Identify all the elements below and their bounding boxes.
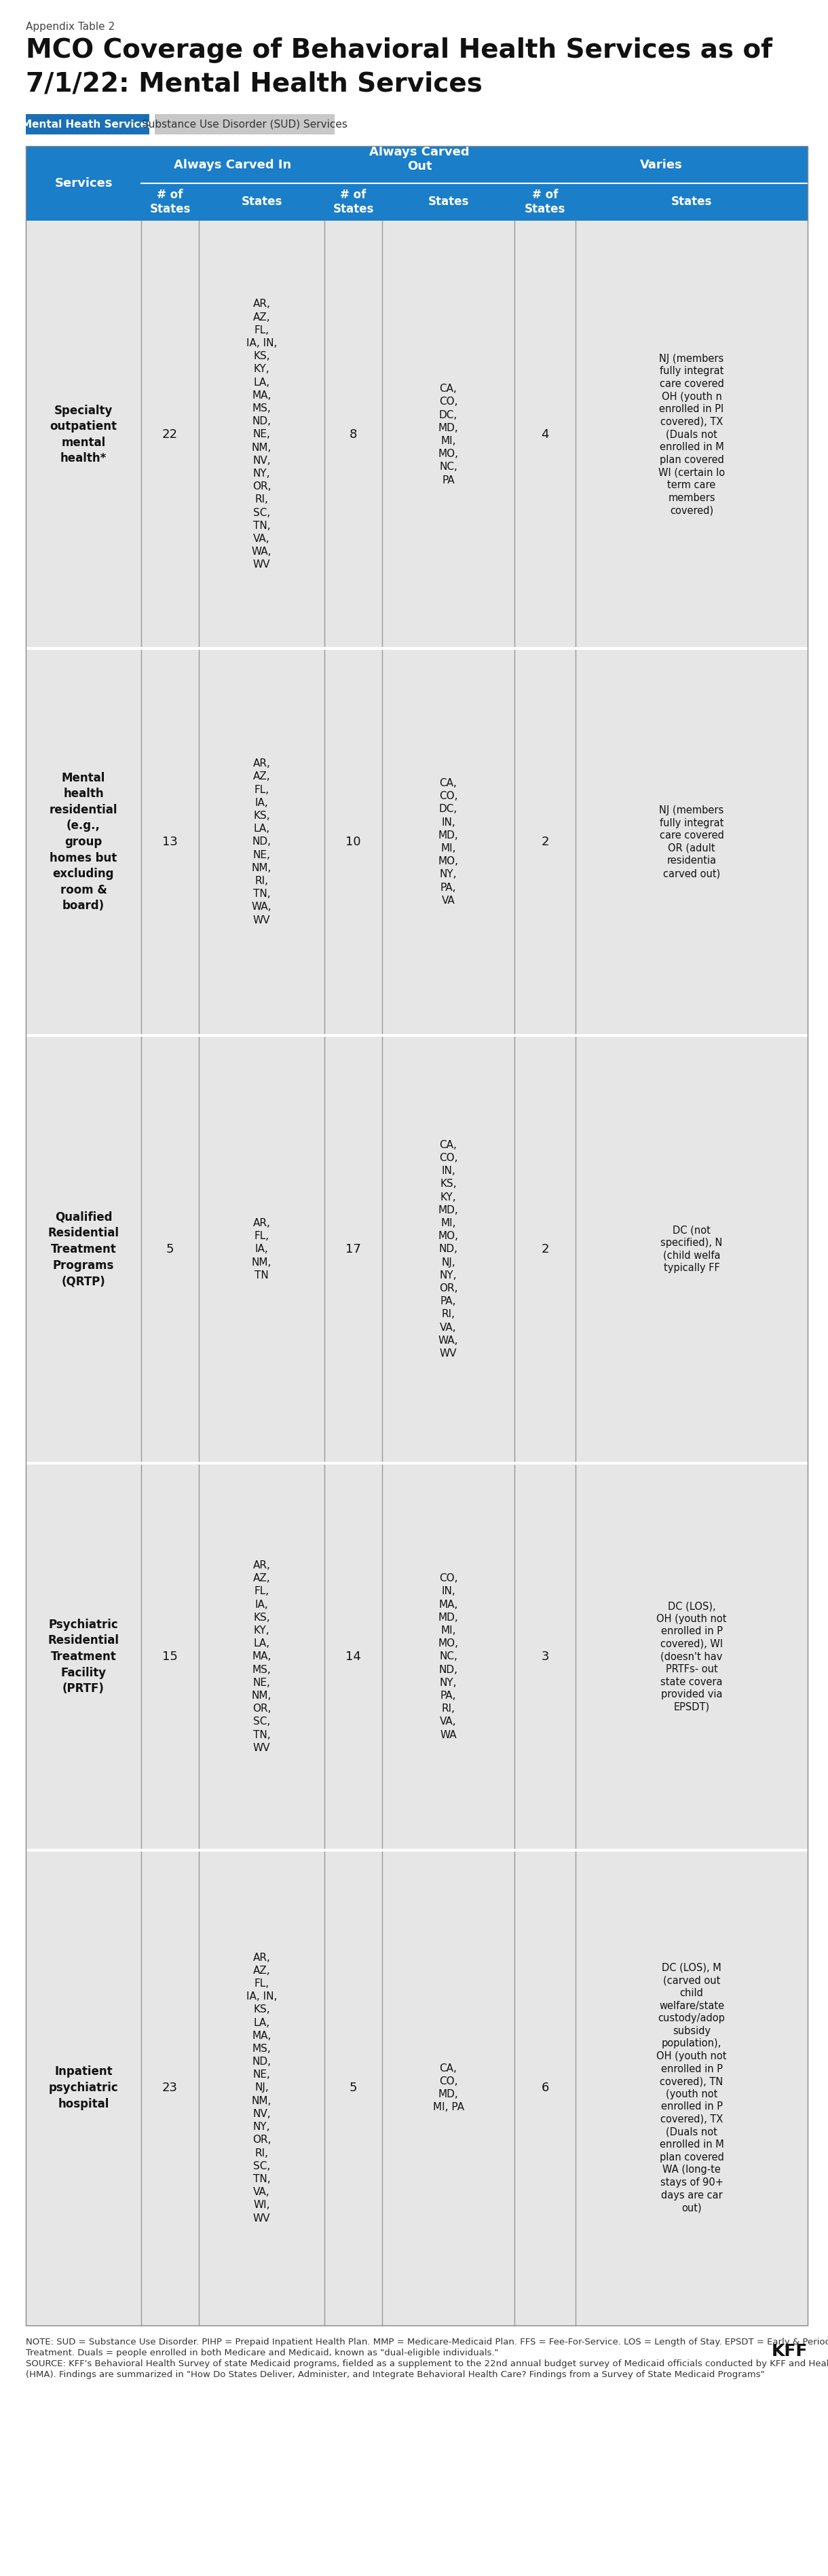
Text: Qualified
Residential
Treatment
Programs
(QRTP): Qualified Residential Treatment Programs…: [48, 1211, 119, 1288]
Text: Psychiatric
Residential
Treatment
Facility
(PRTF): Psychiatric Residential Treatment Facili…: [48, 1618, 119, 1695]
Text: 5: 5: [166, 1244, 174, 1255]
Text: # of
States: # of States: [524, 188, 566, 216]
Text: DC (LOS), M
(carved out
child
welfare/state
custody/adop
subsidy
population),
OH: DC (LOS), M (carved out child welfare/st…: [657, 1963, 727, 2213]
Text: DC (LOS),
OH (youth not
enrolled in P
covered), WI
(doesn't hav
PRTFs- out
state: DC (LOS), OH (youth not enrolled in P co…: [657, 1602, 727, 1713]
Bar: [26, 222, 807, 649]
Text: CA,
CO,
IN,
KS,
KY,
MD,
MI,
MO,
ND,
NJ,
NY,
OR,
PA,
RI,
VA,
WA,
WV: CA, CO, IN, KS, KY, MD, MI, MO, ND, NJ, …: [438, 1141, 459, 1358]
Text: States: States: [241, 196, 282, 209]
Text: CO,
IN,
MA,
MD,
MI,
MO,
NC,
ND,
NY,
PA,
RI,
VA,
WA: CO, IN, MA, MD, MI, MO, NC, ND, NY, PA, …: [438, 1574, 459, 1739]
Text: States: States: [428, 196, 469, 209]
Text: Services: Services: [55, 178, 113, 191]
Text: 13: 13: [162, 835, 178, 848]
Bar: [26, 147, 807, 2326]
Text: 23: 23: [162, 2081, 178, 2094]
Text: CA,
CO,
DC,
MD,
MI,
MO,
NC,
PA: CA, CO, DC, MD, MI, MO, NC, PA: [438, 384, 459, 484]
Text: AR,
AZ,
FL,
IA,
KS,
LA,
ND,
NE,
NM,
RI,
TN,
WA,
WV: AR, AZ, FL, IA, KS, LA, ND, NE, NM, RI, …: [252, 757, 272, 925]
Bar: [26, 147, 807, 222]
Text: NJ (members
fully integrat
care covered
OR (adult
residentia
carved out): NJ (members fully integrat care covered …: [659, 806, 724, 878]
Text: 10: 10: [345, 835, 361, 848]
Text: 6: 6: [542, 2081, 549, 2094]
Text: NOTE: SUD = Substance Use Disorder. PIHP = Prepaid Inpatient Health Plan. MMP = : NOTE: SUD = Substance Use Disorder. PIHP…: [26, 2336, 828, 2347]
Bar: [155, 113, 335, 134]
Text: AR,
AZ,
FL,
IA, IN,
KS,
KY,
LA,
MA,
MS,
ND,
NE,
NM,
NV,
NY,
OR,
RI,
SC,
TN,
VA,
: AR, AZ, FL, IA, IN, KS, KY, LA, MA, MS, …: [246, 299, 277, 569]
Text: AR,
AZ,
FL,
IA,
KS,
KY,
LA,
MA,
MS,
NE,
NM,
OR,
SC,
TN,
WV: AR, AZ, FL, IA, KS, KY, LA, MA, MS, NE, …: [252, 1561, 272, 1754]
Text: Appendix Table 2: Appendix Table 2: [26, 21, 115, 31]
Text: AR,
FL,
IA,
NM,
TN: AR, FL, IA, NM, TN: [252, 1218, 272, 1280]
Text: AR,
AZ,
FL,
IA, IN,
KS,
LA,
MA,
MS,
ND,
NE,
NJ,
NM,
NV,
NY,
OR,
RI,
SC,
TN,
VA,
: AR, AZ, FL, IA, IN, KS, LA, MA, MS, ND, …: [246, 1953, 277, 2223]
Text: Mental Heath Services: Mental Heath Services: [22, 118, 153, 129]
Text: KFF: KFF: [772, 2344, 807, 2360]
Text: 5: 5: [349, 2081, 357, 2094]
Text: Always Carved
Out: Always Carved Out: [369, 147, 469, 173]
Text: # of
States: # of States: [150, 188, 190, 216]
Text: CA,
CO,
MD,
MI, PA: CA, CO, MD, MI, PA: [433, 2063, 464, 2112]
Text: 22: 22: [162, 428, 178, 440]
Bar: [26, 113, 149, 134]
Text: Substance Use Disorder (SUD) Services: Substance Use Disorder (SUD) Services: [142, 118, 348, 129]
Text: 2: 2: [541, 1244, 549, 1255]
Text: Always Carved In: Always Carved In: [174, 160, 291, 170]
Text: 15: 15: [162, 1651, 178, 1662]
Text: 4: 4: [541, 428, 549, 440]
Text: DC (not
specified), N
(child welfa
typically FF: DC (not specified), N (child welfa typic…: [661, 1226, 723, 1273]
Text: 3: 3: [541, 1651, 549, 1662]
Text: SOURCE: KFF's Behavioral Health Survey of state Medicaid programs, fielded as a : SOURCE: KFF's Behavioral Health Survey o…: [26, 2360, 828, 2367]
Text: NJ (members
fully integrat
care covered
OH (youth n
enrolled in PI
covered), TX
: NJ (members fully integrat care covered …: [658, 353, 724, 515]
Text: 8: 8: [349, 428, 357, 440]
Text: (HMA). Findings are summarized in "How Do States Deliver, Administer, and Integr: (HMA). Findings are summarized in "How D…: [26, 2370, 764, 2380]
Text: 17: 17: [345, 1244, 361, 1255]
Bar: [26, 1850, 807, 2326]
Text: States: States: [672, 196, 712, 209]
Text: CA,
CO,
DC,
IN,
MD,
MI,
MO,
NY,
PA,
VA: CA, CO, DC, IN, MD, MI, MO, NY, PA, VA: [438, 778, 459, 907]
Text: Inpatient
psychiatric
hospital: Inpatient psychiatric hospital: [49, 2066, 118, 2110]
Text: Specialty
outpatient
mental
health*: Specialty outpatient mental health*: [50, 404, 117, 464]
Bar: [26, 1036, 807, 1463]
Text: 2: 2: [541, 835, 549, 848]
Text: Varies: Varies: [640, 160, 682, 170]
Text: 14: 14: [345, 1651, 361, 1662]
Text: 7/1/22: Mental Health Services: 7/1/22: Mental Health Services: [26, 72, 483, 98]
Text: Treatment. Duals = people enrolled in both Medicare and Medicaid, known as "dual: Treatment. Duals = people enrolled in bo…: [26, 2349, 498, 2357]
Text: Mental
health
residential
(e.g.,
group
homes but
excluding
room &
board): Mental health residential (e.g., group h…: [50, 773, 118, 912]
Bar: [26, 1463, 807, 1850]
Text: # of
States: # of States: [333, 188, 373, 216]
Text: MCO Coverage of Behavioral Health Services as of: MCO Coverage of Behavioral Health Servic…: [26, 36, 773, 64]
Bar: [26, 649, 807, 1036]
